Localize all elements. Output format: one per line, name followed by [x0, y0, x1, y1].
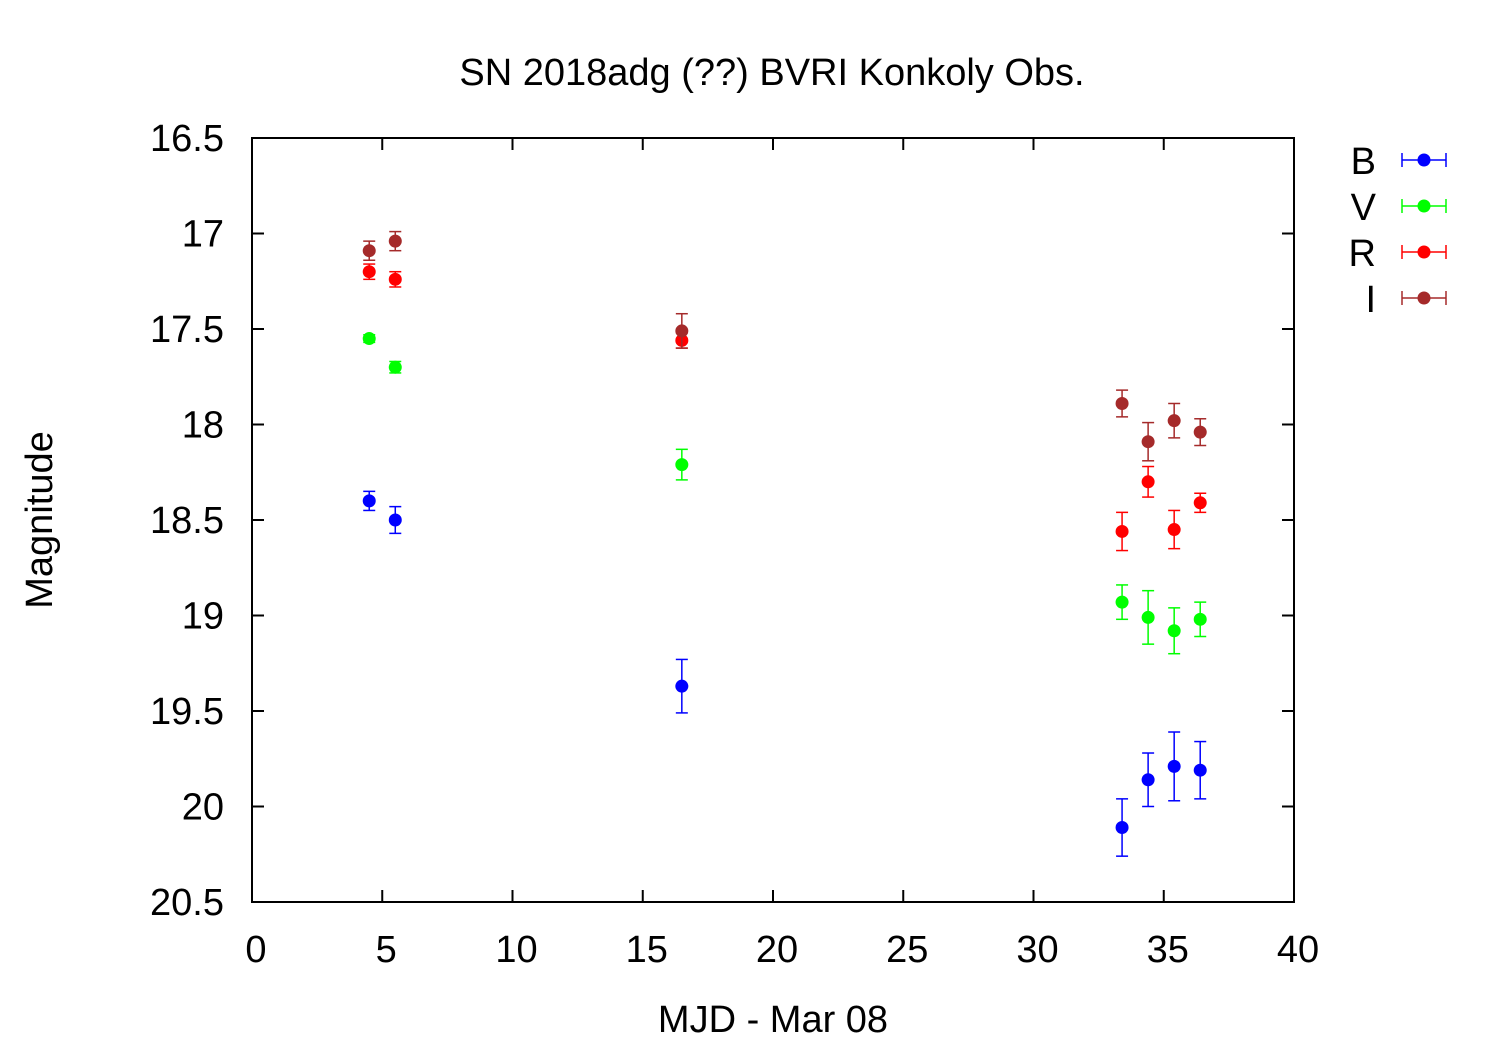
data-point: [362, 244, 376, 258]
y-tick-label: 19.5: [150, 691, 224, 733]
data-point: [1167, 523, 1181, 537]
data-point: [1115, 821, 1129, 835]
data-point: [362, 494, 376, 508]
y-tick-label: 20: [182, 787, 224, 829]
data-point: [1141, 435, 1155, 449]
plot-frame: [251, 137, 1295, 903]
data-point: [1115, 396, 1129, 410]
x-axis: 0 5 10 15 20 25 30 35 40: [245, 138, 1319, 971]
data-point: [388, 272, 402, 286]
legend-marker: [1417, 291, 1431, 305]
y-tick-label: 17: [182, 214, 224, 256]
legend-label: R: [1349, 233, 1376, 275]
data-point: [1115, 595, 1129, 609]
y-tick-label: 16.5: [150, 118, 224, 160]
data-point: [1193, 425, 1207, 439]
x-tick-label: 10: [495, 929, 537, 971]
series-layer: [362, 230, 1207, 857]
x-tick-label: 35: [1147, 929, 1189, 971]
data-point: [675, 324, 689, 338]
data-point: [1167, 759, 1181, 773]
series-R: [362, 263, 1207, 552]
x-tick-label: 0: [245, 929, 266, 971]
data-point: [388, 360, 402, 374]
y-tick-label: 18.5: [150, 500, 224, 542]
legend-marker: [1417, 245, 1431, 259]
x-tick-label: 25: [886, 929, 928, 971]
x-tick-label: 5: [376, 929, 397, 971]
legend-label: B: [1351, 141, 1376, 183]
series-B: [362, 490, 1207, 857]
data-point: [1193, 496, 1207, 510]
legend: BVRI: [1349, 141, 1447, 321]
data-point: [388, 513, 402, 527]
data-point: [1115, 524, 1129, 538]
data-point: [362, 332, 376, 346]
data-point: [362, 265, 376, 279]
y-axis-label: Magnitude: [19, 431, 61, 608]
series-V: [362, 332, 1207, 655]
x-tick-label: 20: [756, 929, 798, 971]
y-tick-label: 19: [182, 596, 224, 638]
x-tick-label: 40: [1277, 929, 1319, 971]
series-I: [362, 230, 1207, 462]
y-tick-label: 17.5: [150, 309, 224, 351]
x-tick-label: 15: [626, 929, 668, 971]
y-tick-label: 18: [182, 405, 224, 447]
legend-item-V: V: [1351, 187, 1447, 229]
legend-item-I: I: [1365, 279, 1447, 321]
y-axis: 16.5 17 17.5 18 18.5 19 19.5 20 20.5: [150, 118, 1294, 924]
legend-marker: [1417, 199, 1431, 213]
data-point: [1167, 414, 1181, 428]
legend-item-B: B: [1351, 141, 1447, 183]
data-point: [1141, 475, 1155, 489]
legend-label: I: [1365, 279, 1376, 321]
data-point: [1141, 610, 1155, 624]
x-axis-label: MJD - Mar 08: [658, 999, 888, 1041]
data-point: [1193, 612, 1207, 626]
data-point: [675, 679, 689, 693]
x-tick-label: 30: [1016, 929, 1058, 971]
legend-marker: [1417, 153, 1431, 167]
data-point: [675, 458, 689, 472]
data-point: [1167, 624, 1181, 638]
legend-item-R: R: [1349, 233, 1447, 275]
legend-label: V: [1351, 187, 1377, 229]
data-point: [1193, 763, 1207, 777]
chart-title: SN 2018adg (??) BVRI Konkoly Obs.: [459, 52, 1084, 94]
y-tick-label: 20.5: [150, 882, 224, 924]
data-point: [388, 234, 402, 248]
data-point: [1141, 773, 1155, 787]
